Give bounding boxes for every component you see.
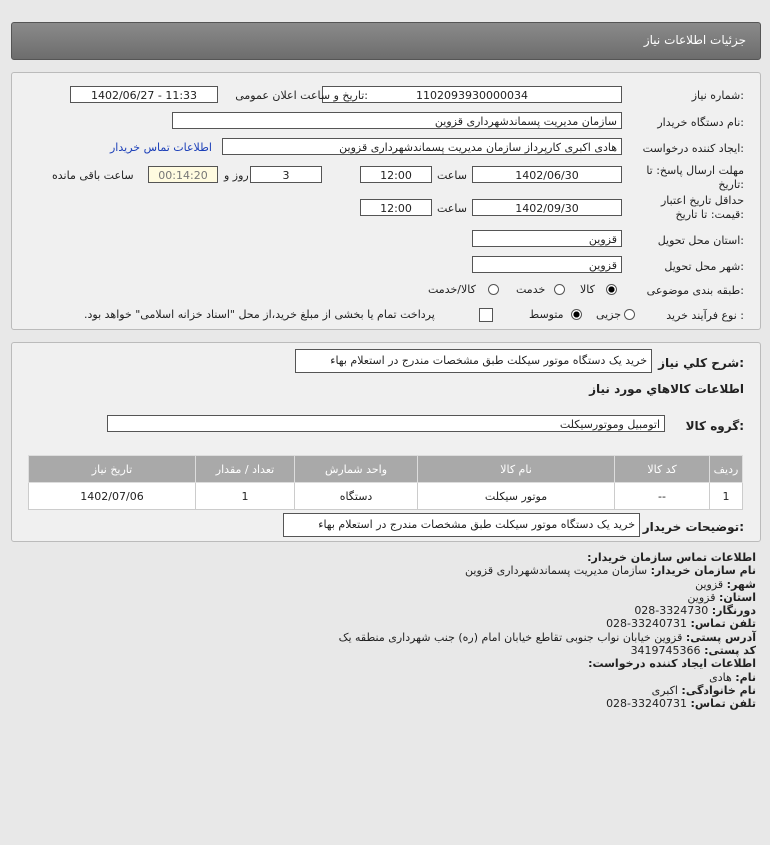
process-option-label: جزیی — [596, 308, 622, 321]
need-number-field: 1102093930000034 — [322, 86, 622, 103]
creator-field: هادی اکبری کارپرداز سازمان مدیریت پسماند… — [222, 138, 622, 155]
city-field: قزوین — [472, 256, 622, 273]
buyer-field: سازمان مدیریت پسماندشهرداری قزوین — [172, 112, 622, 129]
validity-time-label: ساعت — [437, 202, 467, 215]
contact-key: شهر: — [726, 577, 756, 591]
buyer-contact-info: اطلاعات تماس سازمان خریدار: نام سازمان خ… — [339, 551, 756, 711]
table-cell: موتور سیکلت — [417, 482, 615, 510]
creator-contact-title: اطلاعات ایجاد کننده درخواست: — [588, 657, 756, 671]
contact-value: قزوین خیابان نواب جنوبی تقاطع خیابان اما… — [338, 630, 683, 644]
category-label: طبقه بندی موضوعی: — [646, 284, 744, 297]
contact-row: کد پستی: 3419745366 — [339, 644, 756, 657]
buyer-notes-field: خرید یک دستگاه موتور سیکلت طبق مشخصات من… — [283, 513, 640, 537]
deadline-label: مهلت ارسال پاسخ: تا تاریخ: — [646, 164, 744, 191]
contact-row: تلفن تماس: 028-33240731 — [339, 697, 756, 710]
deadline-date-field: 1402/06/30 — [472, 166, 622, 183]
creator-label: ایجاد کننده درخواست: — [642, 142, 744, 155]
contact-row: تلفن تماس: 028-33240731 — [339, 617, 756, 630]
days-field: 3 — [250, 166, 322, 183]
contact-row: دورنگار: 028-3324730 — [339, 604, 756, 617]
announce-field: 1402/06/27 - 11:33 — [70, 86, 218, 103]
validity-date-field: 1402/09/30 — [472, 199, 622, 216]
description-field: خرید یک دستگاه موتور سیکلت طبق مشخصات من… — [295, 349, 652, 373]
deadline-time-field: 12:00 — [360, 166, 432, 183]
city-label: شهر محل تحویل: — [664, 260, 744, 273]
description-label: شرح کلي نياز: — [658, 356, 744, 370]
category-radio-service[interactable] — [554, 284, 565, 295]
treasury-payment-checkbox[interactable] — [479, 308, 493, 322]
process-option-label: متوسط — [529, 308, 564, 321]
deadline-time-label: ساعت — [437, 169, 467, 182]
days-label: روز و — [224, 169, 249, 182]
page-header: جزئیات اطلاعات نیاز — [11, 22, 761, 60]
province-field: قزوین — [472, 230, 622, 247]
category-option-label: کالا/خدمت — [428, 283, 476, 296]
contact-value: 028-33240731 — [606, 697, 688, 711]
contact-row: استان: قزوین — [339, 591, 756, 604]
column-header: واحد شمارش — [294, 455, 418, 483]
column-header: تعداد / مقدار — [195, 455, 295, 483]
validity-time-field: 12:00 — [360, 199, 432, 216]
contact-row: شهر: قزوین — [339, 578, 756, 591]
announce-label: تاریخ و ساعت اعلان عمومی: — [235, 89, 368, 102]
contact-key: تلفن تماس: — [690, 697, 756, 711]
process-radio-medium[interactable] — [571, 309, 582, 320]
column-header: ردیف — [709, 455, 743, 483]
contact-row: آدرس پستی: قزوین خیابان نواب جنوبی تقاطع… — [339, 631, 756, 644]
contact-key: آدرس پستی: — [685, 630, 756, 644]
category-radio-goods[interactable] — [606, 284, 617, 295]
contact-value: هادی — [709, 670, 732, 684]
contact-key: دورنگار: — [711, 604, 756, 618]
goods-group-field: اتومبیل وموتورسیکلت — [107, 415, 665, 432]
contact-key: کد پستی: — [704, 644, 756, 658]
goods-section-title: اطلاعات کالاهاي مورد نياز — [589, 382, 744, 396]
contact-value: قزوین — [695, 577, 724, 591]
contact-row: نام: هادی — [339, 671, 756, 684]
category-option-label: کالا — [580, 283, 595, 296]
buyer-contact-link[interactable]: اطلاعات تماس خریدار — [110, 141, 212, 154]
category-option-label: خدمت — [516, 283, 546, 296]
goods-group-label: گروه کالا: — [685, 419, 744, 433]
contact-row: نام خانوادگی: اکبری — [339, 684, 756, 697]
contact-value: 028-3324730 — [634, 604, 709, 618]
category-radio-both[interactable] — [488, 284, 499, 295]
validity-label: حداقل تاریخ اعتبار قیمت: تا تاریخ: — [660, 194, 744, 221]
contact-key: نام خانوادگی: — [681, 683, 756, 697]
goods-table: ردیف کد کالا نام کالا واحد شمارش تعداد /… — [28, 455, 743, 510]
contact-key: نام سازمان خریدار: — [650, 564, 756, 578]
table-cell: 1 — [709, 482, 743, 510]
process-radio-small[interactable] — [624, 309, 635, 320]
column-header: کد کالا — [614, 455, 710, 483]
column-header: نام کالا — [417, 455, 615, 483]
column-header: تاریخ نیاز — [28, 455, 196, 483]
contact-value: 3419745366 — [630, 644, 701, 658]
payment-note: پرداخت تمام یا بخشی از مبلغ خرید،از محل … — [84, 308, 435, 321]
table-cell: دستگاه — [294, 482, 418, 510]
contact-row: نام سازمان خریدار: سازمان مدیریت پسماندش… — [339, 564, 756, 577]
process-label: نوع فرآیند خرید : — [666, 309, 744, 322]
contact-title: اطلاعات تماس سازمان خریدار: — [587, 551, 756, 564]
contact-key: تلفن تماس: — [690, 617, 756, 631]
buyer-label: نام دستگاه خریدار: — [657, 116, 744, 129]
table-cell: 1 — [195, 482, 295, 510]
contact-value: 028-33240731 — [606, 617, 688, 631]
table-row: 1 -- موتور سیکلت دستگاه 1 1402/07/06 — [28, 482, 743, 510]
need-number-label: شماره نیاز: — [691, 89, 744, 102]
contact-key: نام: — [735, 670, 756, 684]
contact-key: استان: — [719, 590, 756, 604]
remaining-label: ساعت باقی مانده — [52, 169, 134, 182]
page-title: جزئیات اطلاعات نیاز — [643, 33, 746, 47]
remaining-time-field: 00:14:20 — [148, 166, 218, 183]
contact-value: سازمان مدیریت پسماندشهرداری قزوین — [465, 564, 648, 578]
table-cell: 1402/07/06 — [28, 482, 196, 510]
contact-value: قزوین — [687, 590, 716, 604]
contact-value: اکبری — [651, 683, 678, 697]
table-cell: -- — [614, 482, 710, 510]
table-header-row: ردیف کد کالا نام کالا واحد شمارش تعداد /… — [28, 455, 743, 483]
province-label: استان محل تحویل: — [657, 234, 744, 247]
buyer-notes-label: توضیحات خریدار: — [642, 520, 744, 534]
